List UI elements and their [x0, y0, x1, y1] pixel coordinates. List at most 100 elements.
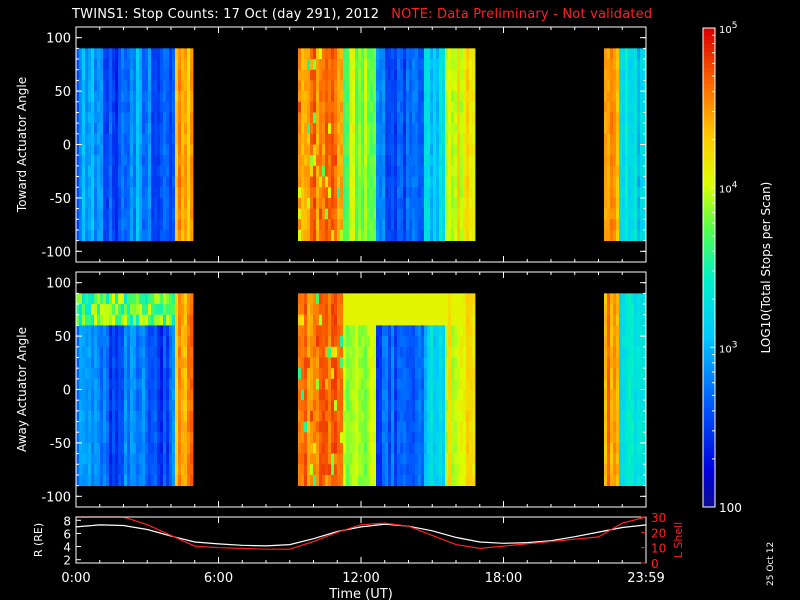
heatmap-cell — [112, 442, 116, 454]
heatmap-cell — [631, 133, 635, 145]
heatmap-cell — [103, 378, 107, 390]
heatmap-cell — [319, 133, 323, 145]
heatmap-cell — [103, 144, 107, 156]
heatmap-cell — [433, 229, 437, 242]
heatmap-cell — [442, 304, 446, 316]
heatmap-cell — [97, 176, 101, 188]
heatmap-cell — [391, 101, 395, 113]
heatmap-cell — [607, 101, 611, 113]
heatmap-cell — [466, 80, 470, 92]
heatmap-cell — [379, 357, 383, 369]
heatmap-cell — [616, 336, 620, 348]
colorbar-segment — [703, 483, 715, 488]
heatmap-cell — [409, 464, 413, 476]
heatmap-cell — [409, 101, 413, 113]
heatmap-cell — [607, 314, 611, 326]
heatmap-cell — [307, 304, 311, 316]
heatmap-cell — [124, 69, 128, 81]
heatmap-cell — [343, 112, 347, 124]
heatmap-cell — [454, 123, 458, 135]
heatmap-cell — [121, 123, 125, 135]
heatmap-cell — [100, 400, 104, 412]
heatmap-cell — [403, 400, 407, 412]
heatmap-cell — [355, 80, 359, 92]
heatmap-cell — [403, 368, 407, 380]
heatmap-cell — [88, 101, 92, 113]
heatmap-cell — [100, 464, 104, 476]
heatmap-cell — [625, 389, 629, 401]
heatmap-cell — [124, 155, 128, 167]
colorbar-segment — [703, 131, 715, 137]
heatmap-cell — [607, 442, 611, 454]
heatmap-cell — [424, 187, 428, 199]
heatmap-cell — [187, 464, 191, 476]
heatmap-cell — [436, 389, 440, 401]
heatmap-cell — [169, 48, 173, 60]
heatmap-cell — [610, 133, 614, 145]
heatmap-cell — [457, 112, 461, 124]
heatmap-cell — [370, 69, 374, 81]
heatmap-cell — [94, 112, 98, 124]
heatmap-cell — [643, 48, 647, 60]
heatmap-cell — [403, 378, 407, 390]
heatmap-cell — [142, 432, 146, 444]
heatmap-cell — [457, 336, 461, 348]
heatmap-cell — [337, 144, 341, 156]
heatmap-cell — [340, 229, 344, 242]
heatmap-cell — [394, 464, 398, 476]
heatmap-cell — [427, 421, 431, 433]
heatmap-cell — [388, 304, 392, 316]
heatmap-cell — [325, 336, 329, 348]
colorbar-segment — [703, 323, 715, 328]
heatmap-cell — [430, 187, 434, 199]
heatmap-cell — [454, 187, 458, 199]
heatmap-cell — [331, 304, 335, 316]
heatmap-cell — [619, 59, 623, 71]
heatmap-cell — [442, 229, 446, 242]
heatmap-cell — [391, 400, 395, 412]
heatmap-cell — [85, 133, 89, 145]
heatmap-cell — [415, 155, 419, 167]
heatmap-cell — [136, 144, 140, 156]
heatmap-cell — [376, 59, 380, 71]
colorbar-segment — [703, 431, 715, 436]
heatmap-cell — [334, 442, 338, 454]
colorbar-segment — [703, 379, 715, 384]
heatmap-cell — [184, 197, 188, 209]
heatmap-cell — [418, 336, 422, 348]
heatmap-cell — [361, 219, 365, 231]
heatmap-cell — [112, 378, 116, 390]
heatmap-cell — [79, 48, 83, 60]
heatmap-cell — [457, 389, 461, 401]
heatmap-cell — [451, 368, 455, 380]
heatmap-cell — [304, 208, 308, 220]
heatmap-cell — [394, 112, 398, 124]
heatmap-cell — [616, 410, 620, 422]
heatmap-cell — [421, 187, 425, 199]
heatmap-cell — [145, 421, 149, 433]
heatmap-cell — [634, 378, 638, 390]
heatmap-cell — [415, 368, 419, 380]
heatmap-cell — [82, 69, 86, 81]
heatmap-cell — [607, 133, 611, 145]
colorbar-segment — [703, 435, 715, 440]
heatmap-cell — [361, 410, 365, 422]
heatmap-cell — [355, 378, 359, 390]
heatmap-cell — [190, 400, 194, 412]
heatmap-cell — [187, 400, 191, 412]
heatmap-cell — [607, 421, 611, 433]
heatmap-cell — [457, 464, 461, 476]
heatmap-cell — [109, 432, 113, 444]
heatmap-cell — [628, 453, 632, 465]
heatmap-cell — [127, 187, 131, 199]
heatmap-cell — [391, 123, 395, 135]
heatmap-cell — [355, 336, 359, 348]
heatmap-cell — [325, 101, 329, 113]
heatmap-cell — [610, 346, 614, 358]
heatmap-cell — [448, 80, 452, 92]
heatmap-cell — [157, 80, 161, 92]
heatmap-cell — [430, 101, 434, 113]
heatmap-cell — [157, 155, 161, 167]
heatmap-cell — [616, 112, 620, 124]
heatmap-cell — [421, 176, 425, 188]
